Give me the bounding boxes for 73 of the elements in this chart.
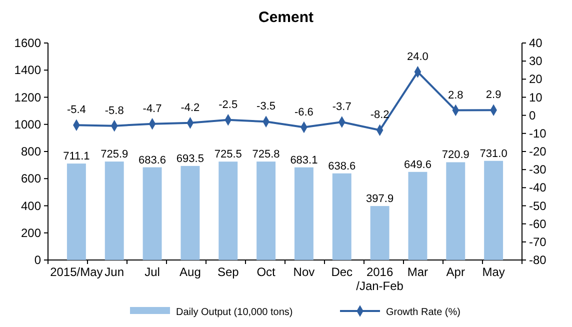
- bar: [104, 162, 124, 260]
- y-tick-label: 1200: [14, 90, 42, 104]
- y-tick-label: 400: [20, 198, 42, 213]
- y2-tick-label: 40: [529, 36, 543, 50]
- data-label: 649.6: [404, 158, 432, 171]
- y2-tick-label: 0: [529, 108, 536, 122]
- data-label: -3.7: [332, 101, 352, 114]
- y2-tick-label: 30: [529, 54, 543, 68]
- y2-tick-label: -80: [529, 253, 547, 267]
- bar: [370, 206, 390, 260]
- x-tick-label: May: [482, 265, 505, 279]
- data-label: 683.1: [290, 154, 318, 166]
- data-label: 683.6: [138, 154, 166, 166]
- bar: [484, 160, 504, 260]
- y-tick-label: 600: [20, 172, 42, 186]
- x-tick-label: Mar: [407, 265, 428, 279]
- data-label: 725.5: [214, 148, 242, 161]
- bar: [294, 167, 314, 260]
- x-tick-label: Aug: [180, 265, 201, 279]
- y2-tick-label: -50: [529, 198, 547, 213]
- x-tick-label: Dec: [331, 265, 353, 279]
- x-tick-label: Jun: [104, 265, 124, 279]
- data-label: 693.5: [176, 152, 204, 165]
- y-tick-label: 0: [34, 253, 42, 267]
- data-label: -6.6: [294, 106, 314, 118]
- y2-tick-label: -10: [529, 126, 547, 140]
- legend-label: Growth Rate (%): [386, 307, 460, 318]
- y-tick-label: 200: [20, 226, 42, 240]
- bar: [218, 162, 238, 260]
- y2-tick-label: -40: [529, 180, 547, 195]
- data-label: 638.6: [328, 160, 356, 172]
- data-label: 397.9: [366, 193, 394, 206]
- x-tick-label: Apr: [446, 265, 465, 279]
- y-tick-label: 800: [20, 144, 42, 158]
- data-label: 731.0: [480, 148, 508, 160]
- y2-tick-label: 20: [529, 72, 543, 86]
- y2-tick-label: -20: [529, 144, 547, 158]
- x-tick-label: Oct: [256, 265, 276, 279]
- y2-tick-label: 10: [529, 90, 543, 104]
- y-tick-label: 1400: [14, 63, 42, 78]
- x-tick-label: 2016 /Jan-Feb: [356, 265, 404, 293]
- data-label: -4.2: [180, 102, 200, 114]
- data-label: 720.9: [442, 149, 470, 162]
- data-label: -5.4: [66, 104, 86, 116]
- data-label: 725.8: [252, 148, 280, 161]
- data-label: -5.8: [104, 104, 124, 117]
- x-tick-label: Jul: [144, 265, 160, 279]
- data-label: -8.2: [370, 109, 390, 122]
- x-tick-label: Sep: [217, 265, 240, 279]
- data-label: -3.5: [256, 100, 276, 113]
- x-tick-label: 2015/May: [50, 265, 103, 279]
- bar: [142, 167, 162, 260]
- y2-tick-label: -60: [529, 216, 547, 231]
- data-label: 24.0: [407, 50, 428, 63]
- y-tick-label: 1600: [14, 36, 42, 50]
- bar: [408, 172, 428, 260]
- data-label: -4.7: [142, 102, 162, 115]
- bar: [256, 162, 276, 260]
- y2-tick-label: -30: [529, 162, 547, 177]
- bar: [180, 166, 200, 260]
- bar: [66, 164, 86, 260]
- y2-tick-label: -70: [529, 234, 547, 249]
- data-label: 725.9: [100, 148, 128, 161]
- chart-title: Cement: [258, 9, 314, 26]
- data-label: 2.8: [448, 89, 464, 102]
- bar: [446, 162, 466, 260]
- x-tick-label: Nov: [293, 265, 315, 279]
- y-tick-label: 1000: [14, 117, 42, 132]
- legend-label: Daily Output (10,000 tons): [176, 307, 293, 318]
- data-label: -2.5: [218, 98, 238, 111]
- bar: [332, 173, 352, 260]
- data-label: 711.1: [63, 150, 90, 163]
- data-label: 2.9: [486, 89, 502, 102]
